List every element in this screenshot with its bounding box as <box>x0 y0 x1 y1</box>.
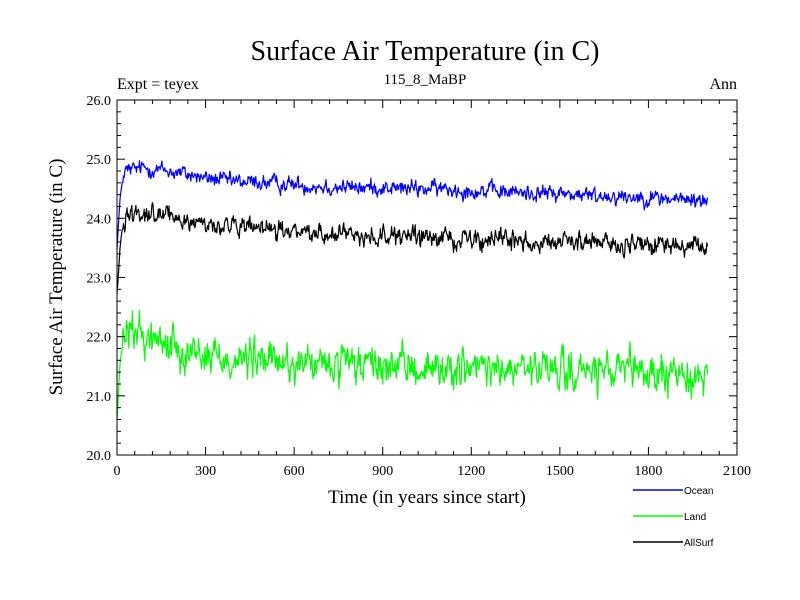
x-tick-label: 600 <box>284 464 305 479</box>
season-label: Ann <box>709 76 737 93</box>
axis-layer: 0 300 600 900 1200 1500 1800 2100 20.0 21.0 22.0 23… <box>87 94 752 479</box>
y-tick-label: 24.0 <box>87 212 112 227</box>
series-layer <box>116 160 709 420</box>
x-tick-label: 1200 <box>457 464 485 479</box>
series-line-ocean <box>116 160 709 250</box>
x-tick-label: 900 <box>372 464 393 479</box>
series-line-land <box>116 309 709 420</box>
legend-label-land: Land <box>684 512 706 523</box>
chart-title: Surface Air Temperature (in C) <box>251 36 600 67</box>
x-tick-label: 1800 <box>634 464 662 479</box>
x-tick-label: 0 <box>114 464 121 479</box>
x-tick-label: 2100 <box>723 464 751 479</box>
x-tick-label: 1500 <box>546 464 574 479</box>
y-tick-label: 20.0 <box>87 449 112 464</box>
legend-label-allsurf: AllSurf <box>684 538 714 549</box>
y-axis-label: Surface Air Temperature (in C) <box>46 159 67 396</box>
legend: Ocean Land AllSurf <box>633 486 714 549</box>
plot-frame <box>116 99 738 456</box>
x-axis-label: Time (in years since start) <box>328 487 526 508</box>
legend-label-ocean: Ocean <box>684 486 713 497</box>
x-tick-label: 300 <box>195 464 216 479</box>
y-tick-label: 26.0 <box>87 94 112 109</box>
chart-subtitle: 115_8_MaBP <box>384 72 467 88</box>
y-tick-label: 23.0 <box>87 272 112 287</box>
y-tick-label: 25.0 <box>87 153 112 168</box>
experiment-label: Expt = teyex <box>117 76 199 93</box>
series-line-allsurf <box>116 202 709 295</box>
y-tick-label: 22.0 <box>87 331 112 346</box>
y-tick-label: 21.0 <box>87 390 112 405</box>
